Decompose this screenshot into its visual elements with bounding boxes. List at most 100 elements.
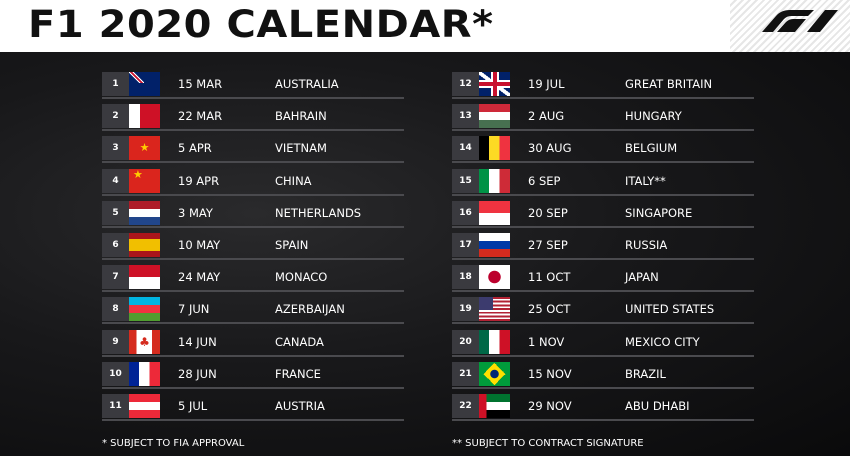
race-country: GREAT BRITAIN: [625, 77, 713, 91]
race-country: BAHRAIN: [275, 109, 327, 124]
round-number: 13: [452, 104, 479, 129]
brazil-flag-icon: [479, 361, 510, 386]
round-number: 10: [102, 361, 129, 386]
race-country: SINGAPORE: [625, 205, 693, 220]
race-date: 24 MAY: [178, 270, 221, 285]
race-date: 3 MAY: [178, 205, 213, 220]
race-date: 30 AUG: [528, 141, 572, 156]
race-date: 15 NOV: [528, 366, 572, 381]
race-date: 20 SEP: [528, 205, 568, 220]
round-number: 5: [102, 200, 129, 225]
austria-flag-icon: [129, 393, 160, 418]
race-row: 7 24 MAY MONACO: [102, 265, 404, 297]
race-row: 1 15 MAR AUSTRALIA: [102, 72, 404, 104]
race-country: BRAZIL: [625, 366, 666, 381]
round-number: 15: [452, 168, 479, 193]
race-row: 3 ★ 5 APR VIETNAM: [102, 136, 404, 168]
header: F1 2020 CALENDAR*: [0, 0, 850, 52]
japan-flag-icon: [479, 265, 510, 290]
race-country: AUSTRIA: [275, 398, 325, 413]
round-number: 7: [102, 265, 129, 290]
race-date: 11 OCT: [528, 270, 571, 285]
race-country: SPAIN: [275, 237, 309, 252]
race-country: CANADA: [275, 334, 324, 349]
round-number: 2: [102, 104, 129, 129]
race-date: 14 JUN: [178, 334, 217, 349]
race-country: BELGIUM: [625, 141, 678, 156]
race-list-right: 12 19 JUL GREAT BRITAIN 13 2 AUG HUNGARY 14 30 …: [452, 72, 754, 426]
race-date: 19 JUL: [528, 77, 565, 91]
round-number: 18: [452, 265, 479, 290]
round-number: 21: [452, 361, 479, 386]
vietnam-flag-icon: ★: [129, 136, 160, 161]
race-country: AUSTRALIA: [275, 77, 339, 91]
page-title: F1 2020 CALENDAR*: [28, 3, 494, 46]
race-row: 17 27 SEP RUSSIA: [452, 232, 754, 265]
round-number: 12: [452, 72, 479, 96]
great-britain-flag-icon: [479, 72, 510, 96]
race-country: VIETNAM: [275, 141, 327, 156]
round-number: 9: [102, 329, 129, 354]
race-row: 18 11 OCT JAPAN: [452, 265, 754, 297]
mexico-flag-icon: [479, 329, 510, 354]
race-country: AZERBAIJAN: [275, 302, 345, 317]
race-country: MONACO: [275, 270, 328, 285]
f1-logo: [762, 10, 838, 32]
bahrain-flag-icon: [129, 104, 160, 129]
race-country: NETHERLANDS: [275, 205, 362, 220]
race-date: 19 APR: [178, 173, 220, 188]
round-number: 3: [102, 136, 129, 161]
round-number: 19: [452, 297, 479, 322]
race-date: 27 SEP: [528, 237, 568, 252]
spain-flag-icon: [129, 232, 160, 257]
race-date: 7 JUN: [178, 302, 210, 317]
round-number: 20: [452, 329, 479, 354]
race-country: HUNGARY: [625, 109, 682, 124]
australia-flag-icon: [129, 72, 160, 96]
race-country: RUSSIA: [625, 237, 668, 252]
race-list-left: 1 15 MAR AUSTRALIA 2 22 MAR BAHRAIN 3 ★ 5 APR VIE…: [102, 72, 404, 426]
race-row: 14 30 AUG BELGIUM: [452, 136, 754, 168]
race-row: 19 25 OCT UNITED STATES: [452, 297, 754, 329]
round-number: 8: [102, 297, 129, 322]
round-number: 17: [452, 232, 479, 257]
race-date: 22 MAR: [178, 109, 223, 124]
canada-flag-icon: ♣: [129, 329, 160, 354]
race-row: 11 5 JUL AUSTRIA: [102, 393, 404, 426]
round-number: 16: [452, 200, 479, 225]
race-date: 2 AUG: [528, 109, 565, 124]
race-country: MEXICO CITY: [625, 334, 700, 349]
china-flag-icon: ★: [129, 168, 160, 193]
race-date: 25 OCT: [528, 302, 571, 317]
footnote-fia: * SUBJECT TO FIA APPROVAL: [102, 438, 245, 449]
race-row: 12 19 JUL GREAT BRITAIN: [452, 72, 754, 104]
italy-flag-icon: [479, 168, 510, 193]
belgium-flag-icon: [479, 136, 510, 161]
race-country: JAPAN: [625, 270, 659, 285]
race-date: 5 APR: [178, 141, 212, 156]
monaco-flag-icon: [129, 265, 160, 290]
round-number: 4: [102, 168, 129, 193]
round-number: 6: [102, 232, 129, 257]
race-date: 28 JUN: [178, 366, 217, 381]
race-date: 29 NOV: [528, 398, 572, 413]
race-row: 16 20 SEP SINGAPORE: [452, 200, 754, 233]
round-number: 22: [452, 393, 479, 418]
race-row: 15 6 SEP ITALY**: [452, 168, 754, 201]
race-row: 6 10 MAY SPAIN: [102, 232, 404, 265]
race-date: 5 JUL: [178, 398, 208, 413]
round-number: 11: [102, 393, 129, 418]
race-country: CHINA: [275, 173, 312, 188]
race-row: 13 2 AUG HUNGARY: [452, 104, 754, 136]
azerbaijan-flag-icon: [129, 297, 160, 322]
race-row: 5 3 MAY NETHERLANDS: [102, 200, 404, 233]
singapore-flag-icon: [479, 200, 510, 225]
race-row: 20 1 NOV MEXICO CITY: [452, 329, 754, 362]
russia-flag-icon: [479, 232, 510, 257]
round-number: 14: [452, 136, 479, 161]
race-row: 2 22 MAR BAHRAIN: [102, 104, 404, 136]
race-country: ITALY**: [625, 173, 666, 188]
race-date: 6 SEP: [528, 173, 561, 188]
race-date: 15 MAR: [178, 77, 223, 91]
united-states-flag-icon: [479, 297, 510, 322]
